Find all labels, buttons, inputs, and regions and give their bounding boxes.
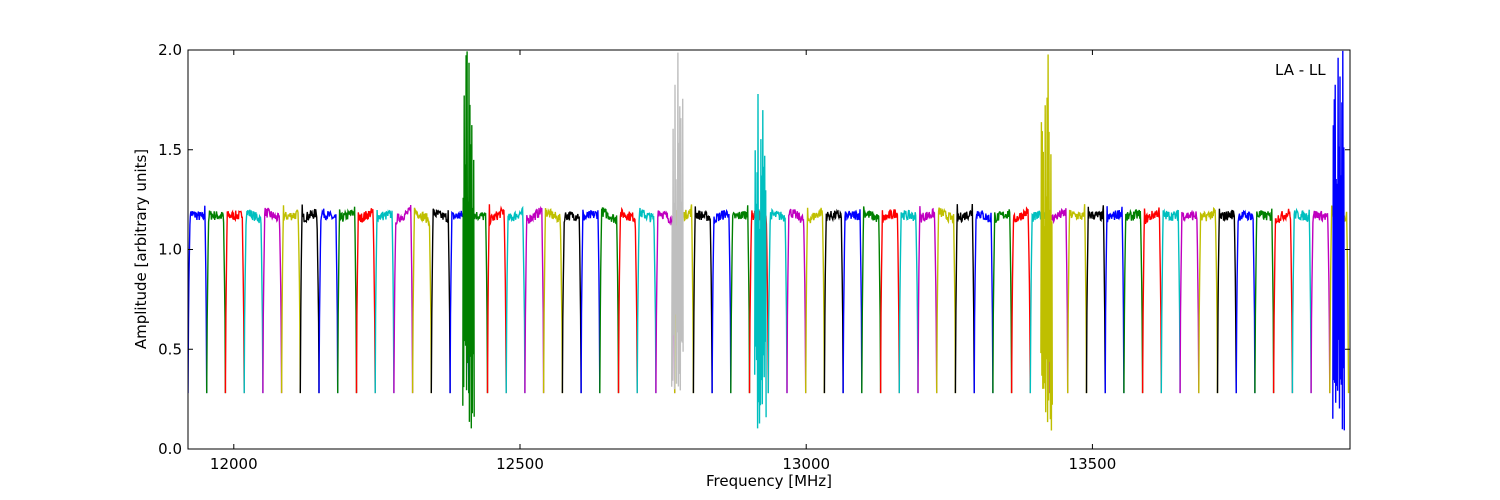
y-tick-label: 1.0 [158, 241, 182, 259]
series-band-line [262, 207, 283, 394]
series-band-line [580, 209, 601, 394]
rfi-spike-line [1040, 54, 1054, 431]
chart-annotation: LA - LL [1275, 61, 1326, 79]
series-band-line [767, 207, 788, 394]
y-axis: 0.0 0.5 1.0 1.5 2.0 [158, 41, 1350, 458]
series-band-line [636, 207, 657, 394]
rfi-spike-line [754, 93, 767, 429]
x-tick-label: 13000 [782, 455, 830, 473]
series-band-line [280, 205, 301, 394]
y-axis-label: Amplitude [arbitrary units] [132, 149, 150, 349]
series-band-line [1216, 208, 1237, 394]
series-band-line [692, 206, 713, 394]
x-tick-label: 13500 [1069, 455, 1117, 473]
series-band-line [992, 209, 1013, 394]
series-band-line [1179, 209, 1200, 394]
series-band-line [1198, 206, 1219, 394]
series-band-line [954, 203, 975, 394]
series-band-line [561, 211, 582, 394]
series-band-line [1123, 208, 1144, 394]
x-axis: 12000 12500 13000 13500 [210, 50, 1116, 473]
series-band-line [1310, 210, 1331, 394]
x-tick-label: 12000 [210, 455, 258, 473]
y-tick-label: 0.5 [158, 340, 182, 358]
rfi-spike-line [1332, 50, 1346, 431]
x-axis-label: Frequency [MHz] [706, 472, 832, 490]
series-band-line [1048, 207, 1069, 394]
series-band-line [711, 208, 732, 394]
series-band-line [1291, 207, 1312, 394]
y-tick-label: 1.5 [158, 141, 182, 159]
series-band-line [617, 206, 638, 394]
series-band-line [730, 205, 751, 394]
series-band-line [1141, 207, 1163, 394]
series-band-line [879, 208, 900, 394]
series-band-line [936, 207, 957, 394]
series-band-line [786, 208, 807, 394]
y-tick-label: 0.0 [158, 440, 182, 458]
series-band-line [206, 210, 227, 394]
series-band-line [1010, 206, 1032, 394]
series-group [188, 50, 1350, 431]
series-band-line [599, 207, 620, 394]
series-band-line [411, 207, 432, 394]
series-band-line [1066, 204, 1088, 394]
series-band-line [393, 204, 414, 394]
series-band-line [861, 206, 882, 394]
series-band-line [823, 208, 844, 394]
series-band-line [505, 205, 526, 394]
series-band-line [486, 204, 507, 394]
series-band-line [1160, 208, 1181, 394]
y-tick-label: 2.0 [158, 41, 182, 59]
series-band-line [355, 208, 376, 394]
series-band-line [1254, 208, 1275, 394]
x-tick-label: 12500 [496, 455, 544, 473]
rfi-spike-line [671, 52, 684, 391]
series-band-line [1104, 206, 1125, 394]
series-band-line [805, 207, 826, 394]
series-band-line [299, 204, 320, 394]
series-band-line [1085, 205, 1106, 394]
series-band-line [224, 209, 245, 394]
series-band-line [1272, 208, 1294, 394]
series-band-line [1235, 209, 1256, 394]
series-band-line [524, 205, 545, 394]
series-band-line [430, 208, 451, 394]
series-band-line [898, 209, 919, 394]
rfi-spike-line [462, 51, 475, 429]
series-band-line [542, 207, 564, 394]
series-band-line [337, 206, 358, 394]
series-band-line [973, 210, 994, 394]
series-band-line [243, 209, 264, 394]
series-band-line [188, 205, 208, 394]
series-band-line [318, 208, 339, 394]
series-band-line [917, 206, 938, 394]
series-band-line [842, 209, 863, 394]
series-band-line [374, 209, 395, 394]
